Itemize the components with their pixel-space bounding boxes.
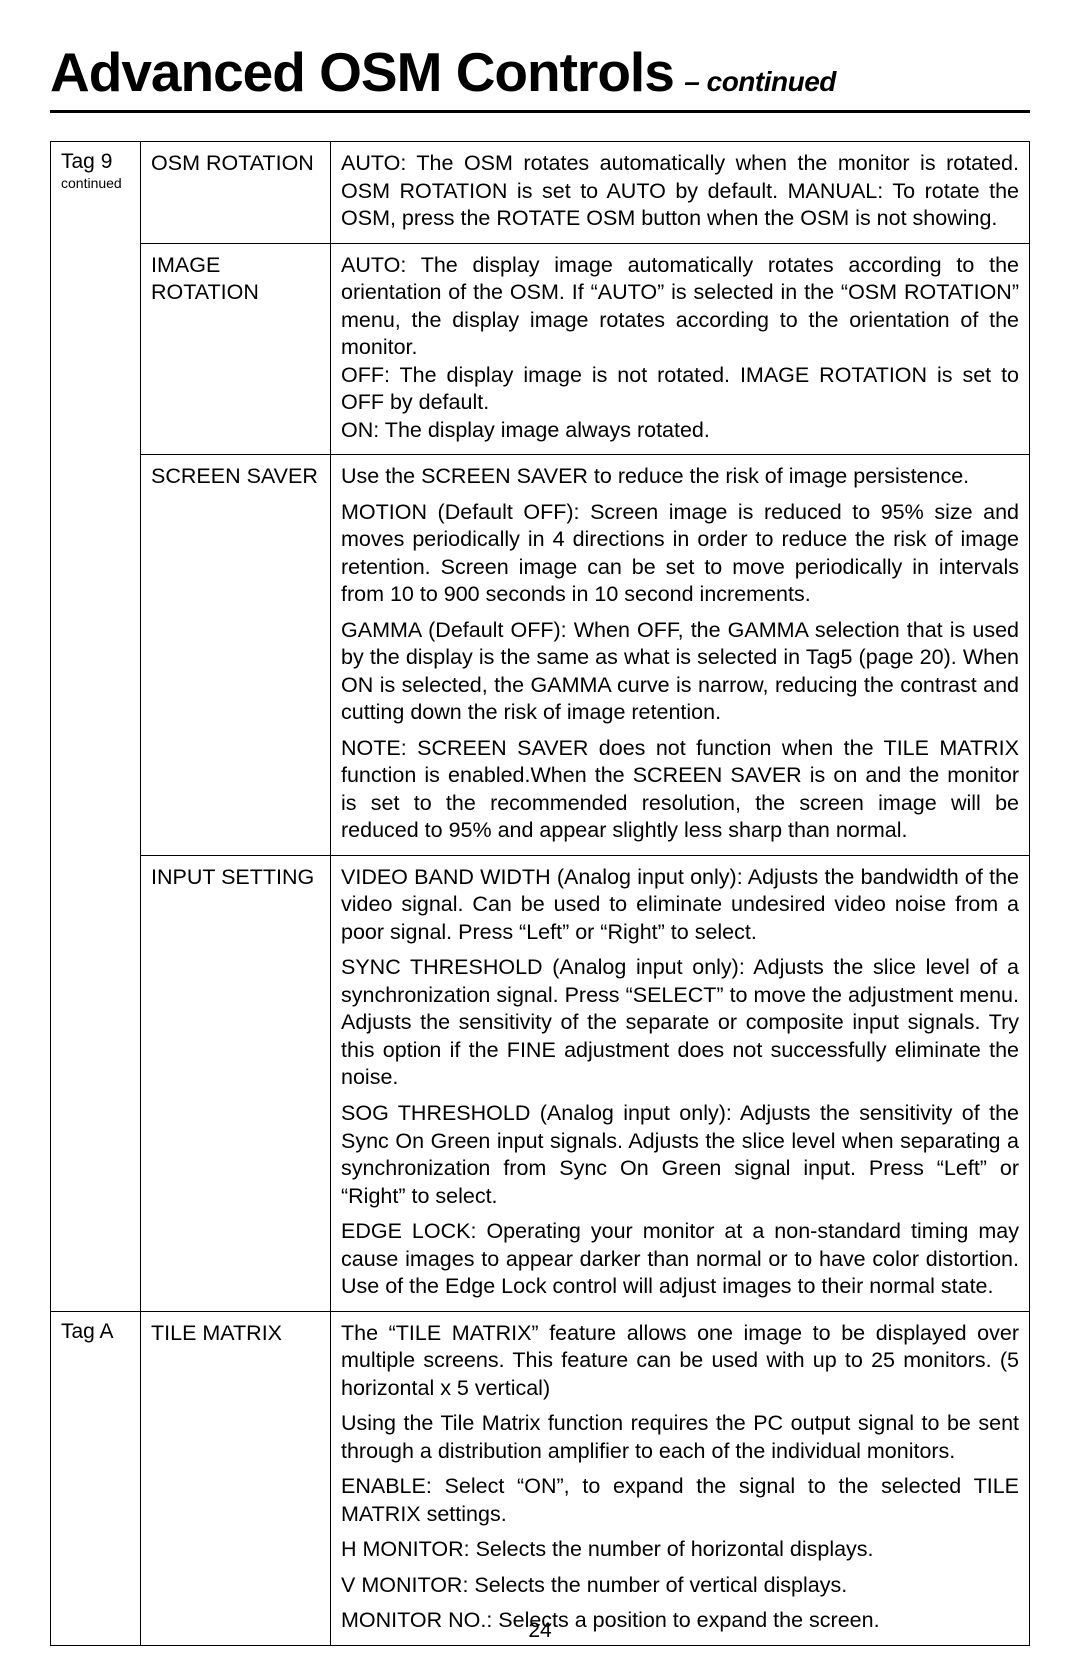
description-paragraph: AUTO: The display image automatically ro… [341, 252, 1019, 445]
description-paragraph: Using the Tile Matrix function requires … [341, 1410, 1019, 1465]
description-paragraph: EDGE LOCK: Operating your monitor at a n… [341, 1218, 1019, 1301]
description-cell: AUTO: The display image automatically ro… [331, 243, 1030, 455]
table-row: IMAGE ROTATIONAUTO: The display image au… [51, 243, 1030, 455]
tag-label: Tag A [61, 1320, 114, 1343]
setting-cell: SCREEN SAVER [141, 455, 331, 856]
description-paragraph: The “TILE MATRIX” feature allows one ima… [341, 1320, 1019, 1403]
setting-cell: OSM ROTATION [141, 142, 331, 244]
table-row: Tag 9 continued OSM ROTATIONAUTO: The OSM … [51, 142, 1030, 244]
setting-cell: INPUT SETTING [141, 855, 331, 1311]
controls-table: Tag 9 continued OSM ROTATIONAUTO: The OSM … [50, 141, 1030, 1646]
page: Advanced OSM Controls – continued Tag 9 c… [0, 0, 1080, 1669]
description-paragraph: ENABLE: Select “ON”, to expand the signa… [341, 1473, 1019, 1528]
description-paragraph: H MONITOR: Selects the number of horizon… [341, 1536, 1019, 1564]
description-paragraph: AUTO: The OSM rotates automatically when… [341, 150, 1019, 233]
table-row: Tag A TILE MATRIXThe “TILE MATRIX” featur… [51, 1311, 1030, 1645]
description-paragraph: Use the SCREEN SAVER to reduce the risk … [341, 463, 1019, 491]
page-title: Advanced OSM Controls [50, 41, 674, 103]
description-paragraph: SOG THRESHOLD (Analog input only): Adjus… [341, 1100, 1019, 1210]
description-paragraph: VIDEO BAND WIDTH (Analog input only): Ad… [341, 864, 1019, 947]
description-paragraph: V MONITOR: Selects the number of vertica… [341, 1572, 1019, 1600]
tag-cell: Tag A [51, 1311, 141, 1645]
description-paragraph: NOTE: SCREEN SAVER does not function whe… [341, 735, 1019, 845]
setting-cell: TILE MATRIX [141, 1311, 331, 1645]
table-row: SCREEN SAVER Use the SCREEN SAVER to redu… [51, 455, 1030, 856]
page-heading-rule: Advanced OSM Controls – continued [50, 40, 1030, 113]
tag-cell: Tag 9 continued [51, 142, 141, 1312]
setting-cell: IMAGE ROTATION [141, 243, 331, 455]
tag-label: Tag 9 [61, 150, 112, 173]
description-paragraph: MOTION (Default OFF): Screen image is re… [341, 499, 1019, 609]
page-title-suffix: – continued [684, 66, 836, 97]
description-cell: The “TILE MATRIX” feature allows one ima… [331, 1311, 1030, 1645]
page-number: 24 [0, 1619, 1080, 1643]
description-paragraph: GAMMA (Default OFF): When OFF, the GAMMA… [341, 617, 1019, 727]
description-cell: VIDEO BAND WIDTH (Analog input only): Ad… [331, 855, 1030, 1311]
description-cell: Use the SCREEN SAVER to reduce the risk … [331, 455, 1030, 856]
tag-sublabel: continued [61, 175, 130, 191]
table-row: INPUT SETTINGVIDEO BAND WIDTH (Analog in… [51, 855, 1030, 1311]
description-cell: AUTO: The OSM rotates automatically when… [331, 142, 1030, 244]
description-paragraph: SYNC THRESHOLD (Analog input only): Adju… [341, 954, 1019, 1092]
